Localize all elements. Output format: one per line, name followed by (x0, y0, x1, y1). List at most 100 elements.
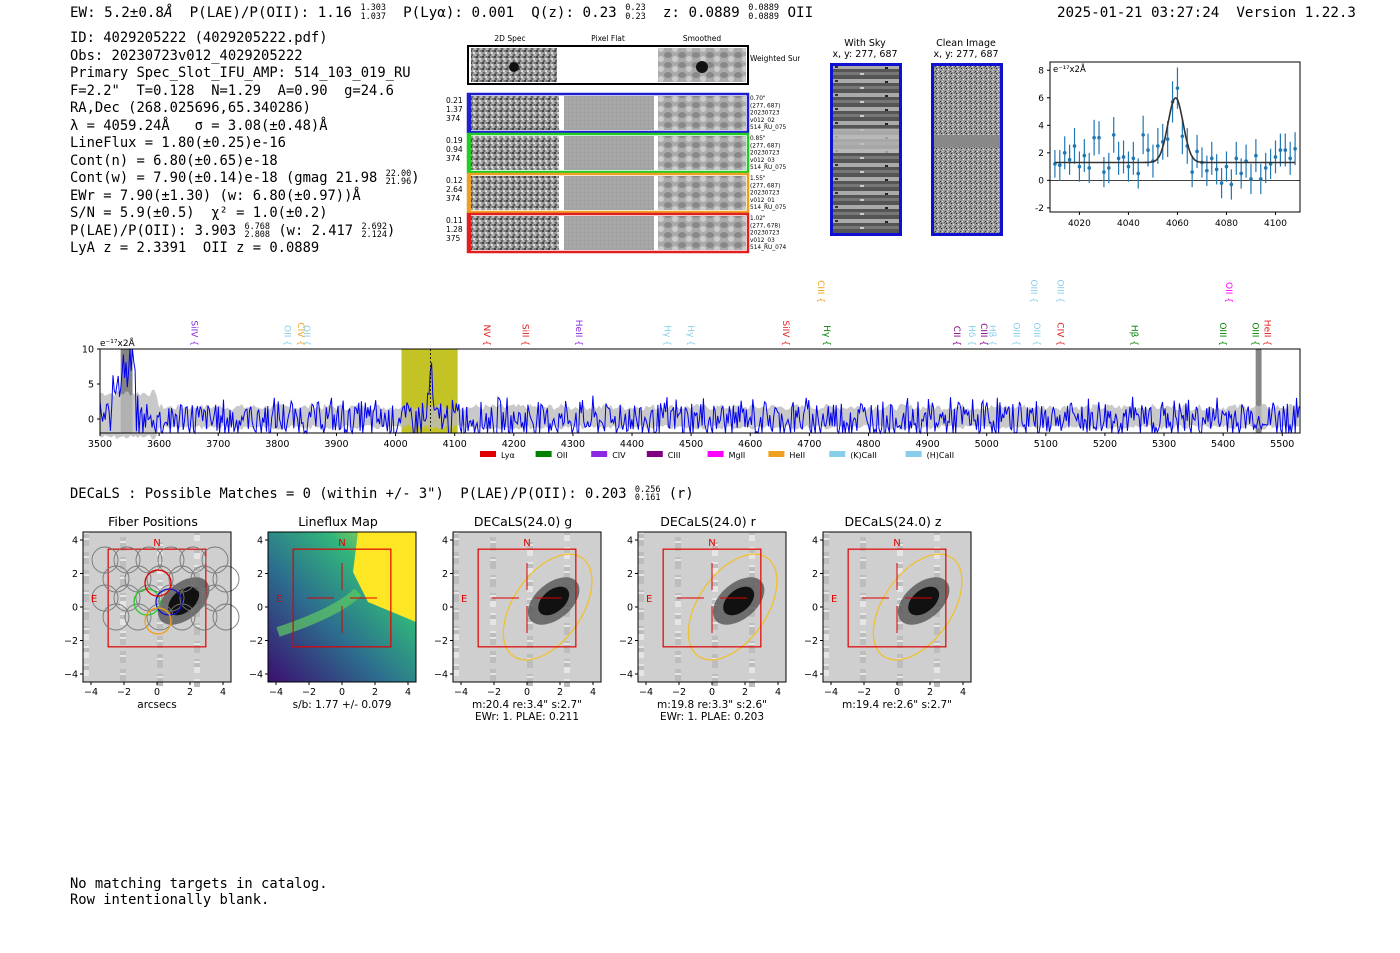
cutout-right-meta: 514_RU_075 (750, 125, 787, 131)
noise-pixel (490, 563, 496, 569)
cutout-right-meta: 20230723 (750, 231, 780, 237)
panel-xtick-label: 2 (187, 687, 193, 698)
noise-pixel (194, 667, 200, 673)
spec-xtick-label: 5500 (1270, 439, 1294, 450)
info-ewr: EWr = 7.90(±1.30) (w: 6.80(±0.97))Å (70, 187, 361, 204)
noise-pixel (453, 614, 459, 620)
noise-pixel (823, 652, 829, 658)
noise-pixel (934, 573, 940, 579)
panel-ytick-label: −2 (64, 636, 78, 647)
zoom-point (1067, 157, 1072, 162)
panel-ytick-label: −4 (804, 670, 818, 681)
spec-xtick-label: 4600 (738, 439, 762, 450)
image-panel: DECaLS(24.0) r N E −4 −4 −2 −2 0 0 2 2 4 4 m:19.8 re:… (615, 510, 795, 740)
lineflux-bright-region (353, 532, 416, 622)
panel-xtick-label: 2 (927, 687, 933, 698)
zoom-point (1195, 149, 1199, 154)
fiber-circle (179, 546, 207, 574)
zoom-xtick-label: 4040 (1117, 219, 1140, 229)
panel-ytick-label: 4 (627, 536, 633, 547)
zoom-point (1239, 171, 1243, 176)
spec-line-label: Hβ { (987, 325, 997, 346)
noise-pixel (120, 675, 126, 681)
panel-ytick-label: 0 (72, 603, 78, 614)
zoom-point (1087, 166, 1092, 170)
spec-masked-region (1255, 349, 1262, 433)
noise-pixel (749, 667, 755, 673)
zoom-point (1258, 177, 1263, 181)
panel-caption-2: EWr: 1. PLAE: 0.203 (660, 711, 764, 723)
search-box (477, 548, 577, 648)
legend-entry: MgII (707, 451, 745, 460)
search-box (847, 548, 947, 648)
zoom-point (1224, 164, 1229, 169)
cutout-pixelflat (564, 96, 654, 130)
panel-xtick-label: 0 (709, 687, 715, 698)
noise-pixel (564, 647, 570, 653)
noise-pixel (490, 545, 496, 551)
noise-pixel (83, 596, 89, 602)
fiber-highlight (144, 607, 172, 635)
zoom-point (1229, 182, 1234, 187)
noise-pixel (120, 619, 126, 625)
panel-xtick-label: 4 (405, 687, 411, 698)
panel-ytick-label: 2 (72, 569, 78, 580)
zoom-ytick-label: -2 (1035, 204, 1044, 214)
noise-pixel (564, 611, 570, 617)
noise-pixel (564, 667, 570, 673)
noise-pixel (934, 667, 940, 673)
noise-pixel (712, 680, 718, 686)
cutout-left-stat: 374 (446, 154, 461, 163)
cutout-smoothed (658, 96, 746, 130)
noise-pixel (157, 680, 163, 686)
zoom-point (1058, 163, 1062, 168)
noise-pixel (638, 634, 644, 640)
panel-title: Lineflux Map (298, 514, 378, 529)
header-bar: EW: 5.2±0.8Å P(LAE)/P(OII): 1.16 1.303 1.… (70, 4, 813, 22)
cutout-right-meta: 1.02" (750, 216, 766, 222)
cutout-color-bar (468, 94, 471, 132)
info-lineflux: LineFlux = 1.80(±0.25)e-16 (70, 135, 286, 151)
noise-pixel (749, 573, 755, 579)
panel-xtick-label: −2 (487, 687, 501, 698)
cutout-right-meta: (277, 678) (750, 223, 780, 229)
cutout-right-meta: 0.70" (750, 96, 766, 102)
cutout-right-meta: (277, 687) (750, 103, 780, 109)
panel-caption: m:19.8 re:3.3" s:2.6" (657, 699, 767, 711)
noise-pixel (712, 586, 718, 592)
noise-pixel (675, 675, 681, 681)
zoom-ytick-label: 8 (1038, 66, 1044, 76)
cutout-left-stat: 0.19 (446, 136, 463, 145)
cutout-left-stat: 1.37 (446, 105, 463, 114)
noise-pixel (675, 545, 681, 551)
noise-pixel (712, 642, 718, 648)
zoom-point (1165, 137, 1170, 141)
zoom-ytick-label: 2 (1038, 149, 1044, 159)
panel-xtick-label: −2 (672, 687, 686, 698)
zoom-point (1249, 177, 1253, 181)
col-label-2dspec: 2D Spec (494, 34, 525, 43)
noise-pixel (749, 611, 755, 617)
panel-xtick-label: 4 (775, 687, 781, 698)
spec-line-label: CIV { (295, 322, 305, 346)
spec-line-label: OIII { (1217, 322, 1227, 346)
cutout-right-meta: 20230723 (750, 151, 780, 157)
spec-xtick-label: 3600 (147, 439, 171, 450)
noise-pixel (83, 540, 89, 546)
noise-pixel (860, 601, 866, 607)
zoom-point (1180, 134, 1185, 139)
zoom-point (1273, 155, 1278, 159)
footer-line-1: No matching targets in catalog. (70, 876, 328, 892)
spec-xtick-label: 4700 (797, 439, 821, 450)
cutout-right-meta: 20230723 (750, 191, 780, 197)
panel-xtick-label: 0 (894, 687, 900, 698)
cutout-right-meta: v012_02 (750, 118, 775, 124)
galaxy-core (538, 586, 570, 616)
info-plae: P(LAE)/P(OII): 3.903 6.768 2.808 (w: 2.41… (70, 221, 396, 240)
panel-ytick-label: −2 (249, 636, 263, 647)
north-label: N (153, 538, 160, 549)
fiber-circle (168, 565, 196, 593)
noise-pixel (564, 573, 570, 579)
noise-pixel (120, 601, 126, 607)
